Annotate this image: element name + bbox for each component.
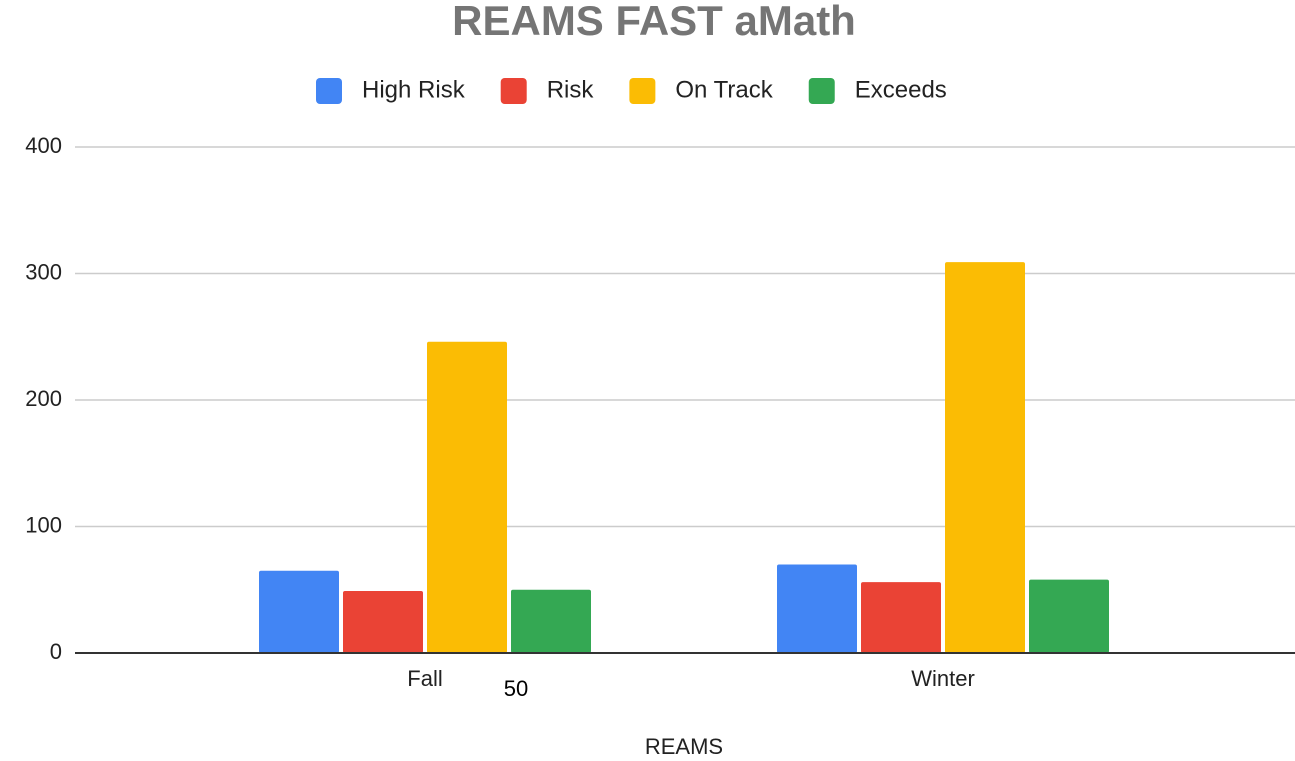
annotation: 50	[504, 676, 528, 701]
x-tick-label: Fall	[407, 666, 442, 691]
legend-label: Exceeds	[855, 76, 947, 103]
bar	[1029, 579, 1109, 653]
chart-title: REAMS FAST aMath	[452, 0, 856, 44]
y-tick-label: 300	[25, 259, 62, 284]
legend-swatch	[316, 78, 342, 104]
y-tick-label: 100	[25, 512, 62, 537]
bar	[945, 262, 1025, 653]
y-tick-label: 200	[25, 386, 62, 411]
bar	[427, 341, 507, 653]
y-tick-label: 0	[50, 639, 62, 664]
legend-label: Risk	[547, 76, 595, 103]
legend-label: On Track	[675, 76, 773, 103]
legend-swatch	[808, 78, 835, 104]
legend-label: High Risk	[362, 76, 466, 103]
bar	[511, 589, 591, 653]
legend-swatch	[500, 78, 527, 104]
y-tick-label: 400	[25, 133, 62, 158]
x-axis-label: REAMS	[645, 734, 723, 759]
bar	[861, 582, 941, 653]
legend: High Risk Risk On Track Exceeds	[316, 76, 947, 104]
bar	[777, 564, 857, 653]
x-tick-label: Winter	[911, 666, 975, 691]
bar	[343, 591, 423, 653]
bar	[259, 570, 339, 653]
legend-swatch	[629, 78, 656, 104]
